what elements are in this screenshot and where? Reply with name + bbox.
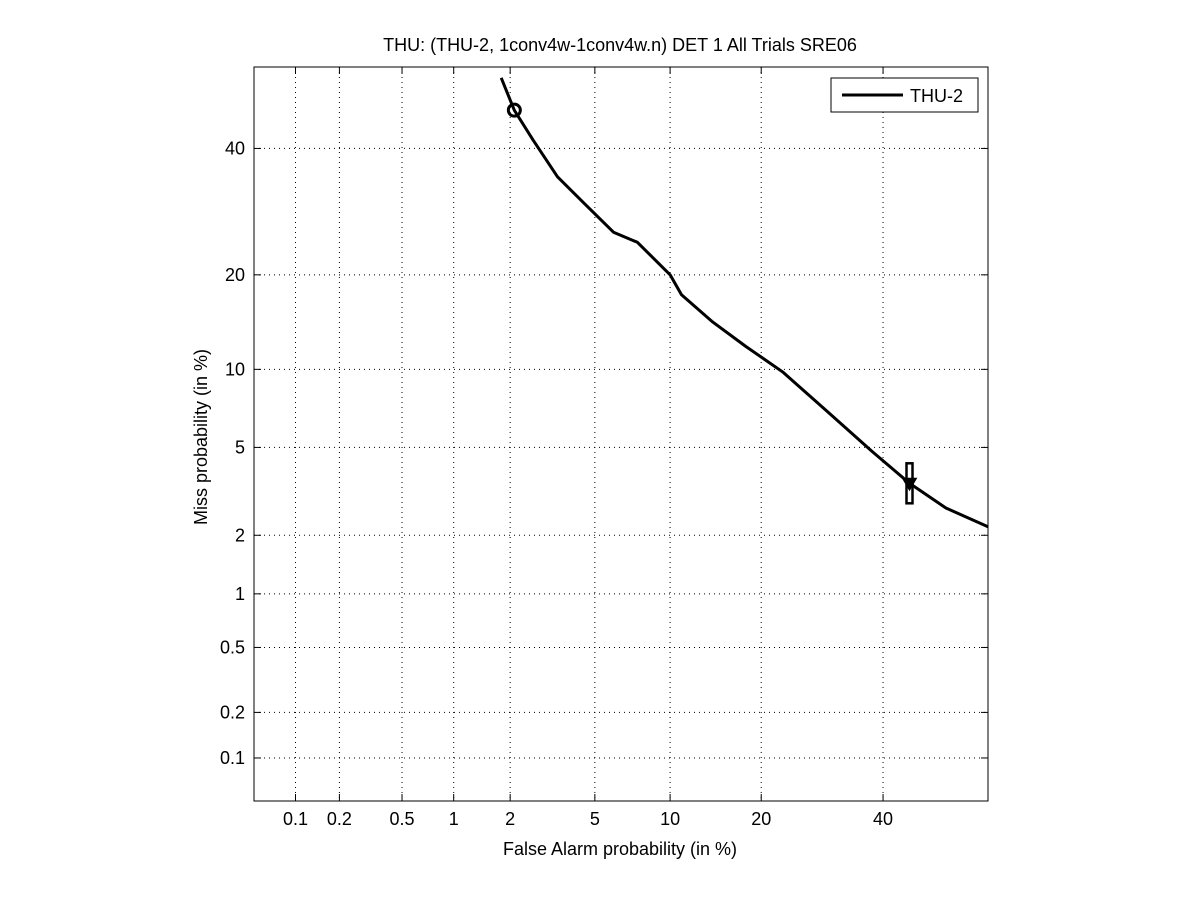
y-tick-label: 10 [225,359,245,379]
x-tick-label: 1 [449,809,459,829]
x-tick-label: 20 [751,809,771,829]
marker-layer [506,102,918,505]
series-layer [499,77,989,529]
x-tick-label: 0.2 [327,809,352,829]
y-tick-label: 2 [235,525,245,545]
x-tick-label: 40 [873,809,893,829]
chart-title: THU: (THU-2, 1conv4w-1conv4w.n) DET 1 Al… [383,35,857,55]
axis-ticks: 0.1 0.2 0.5 1 2 5 10 20 40 0.1 0.2 0.5 1 2 5 10 20 40 [220,67,988,829]
x-tick-label: 0.5 [390,809,415,829]
x-tick-label: 0.1 [283,809,308,829]
y-tick-label: 20 [225,265,245,285]
y-axis-label: Miss probability (in %) [191,349,211,525]
legend-label-thu-2: THU-2 [910,86,963,106]
min-dcf-point [506,102,522,118]
y-tick-label: 0.1 [220,748,245,768]
series-line-thu-2 [499,77,989,529]
legend: THU-2 [830,77,979,113]
min-dcf-star [901,477,918,492]
x-axis-label: False Alarm probability (in %) [503,839,737,859]
plot-area [253,66,989,802]
x-tick-label: 5 [590,809,600,829]
y-tick-label: 1 [235,584,245,604]
x-tick-label: 10 [660,809,680,829]
y-tick-label: 0.5 [220,637,245,657]
x-tick-label: 2 [505,809,515,829]
y-tick-label: 40 [225,138,245,158]
y-tick-label: 0.2 [220,702,245,722]
y-tick-label: 5 [235,437,245,457]
grid-lines [254,67,988,801]
